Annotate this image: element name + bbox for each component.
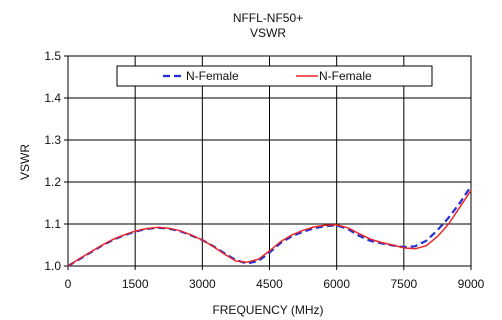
legend-label: N-Female — [319, 69, 372, 83]
series-line-solid — [67, 189, 472, 267]
x-tick-label: 4500 — [256, 277, 283, 291]
y-tick-label: 1.5 — [44, 49, 61, 63]
legend-label: N-Female — [186, 69, 239, 83]
axes — [64, 55, 472, 270]
y-tick-label: 1.1 — [44, 217, 61, 231]
legend: N-Female N-Female — [116, 65, 433, 87]
x-tick-label: 1500 — [122, 277, 149, 291]
series-line-dashed — [67, 185, 472, 267]
y-tick-label: 1.3 — [44, 133, 61, 147]
tick-labels: 0 1500 3000 4500 6000 7500 9000 1.0 1.1 1.2 1.3 1.4… — [44, 49, 484, 291]
y-tick-label: 1.2 — [44, 175, 61, 189]
y-tick-label: 1.0 — [44, 259, 61, 273]
chart-title: NFFL-NF50+ — [233, 11, 303, 25]
series-lines — [67, 185, 472, 267]
y-axis-title: VSWR — [18, 144, 32, 180]
x-tick-label: 3000 — [189, 277, 216, 291]
x-tick-label: 6000 — [323, 277, 350, 291]
x-tick-label: 9000 — [458, 277, 485, 291]
y-tick-label: 1.4 — [44, 91, 61, 105]
x-tick-label: 0 — [65, 277, 72, 291]
legend-box — [116, 65, 433, 87]
x-axis-title: FREQUENCY (MHz) — [212, 303, 323, 317]
x-tick-label: 7500 — [390, 277, 417, 291]
chart-subtitle: VSWR — [250, 26, 286, 40]
